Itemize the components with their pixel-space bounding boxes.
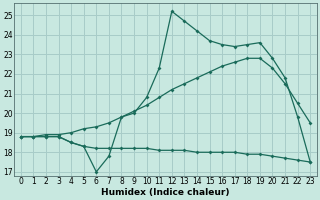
X-axis label: Humidex (Indice chaleur): Humidex (Indice chaleur)	[101, 188, 230, 197]
